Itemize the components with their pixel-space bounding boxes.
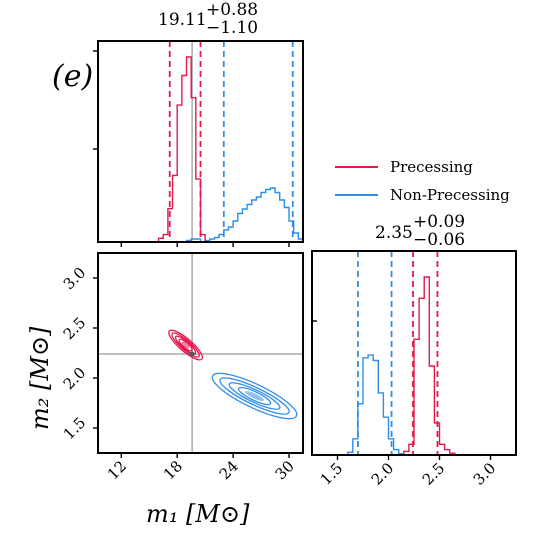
contour-level-precessing-0	[168, 329, 204, 361]
contour-level-non-precessing-1	[219, 377, 290, 415]
contour-precessing	[168, 329, 204, 361]
joint-xtick-label-2: 24	[216, 457, 242, 483]
m2-title: 2.35 +0.09 −0.06	[375, 212, 465, 250]
m2-title-plus: +0.09	[413, 212, 465, 232]
contour-level-non-precessing-0	[211, 372, 298, 420]
x-axis-label: m₁ [M⊙]	[146, 500, 250, 528]
contour-level-non-precessing-3	[237, 386, 272, 406]
m2-xtick-label-3: 3.0	[470, 459, 500, 489]
m1-hist-precessing	[157, 56, 210, 243]
legend-label-precessing: Precessing	[390, 158, 473, 176]
y-axis-label-text: m₂ [M⊙]	[26, 326, 54, 430]
joint-panel-frame	[97, 252, 304, 454]
m2-title-value: 2.35	[375, 223, 413, 243]
joint-contour-panel: 12 18 24 30 1.5 2.0 2.5 3.0	[60, 252, 304, 483]
m1-hist-non-precessing	[185, 187, 304, 243]
m2-xtick-label-0: 1.5	[317, 459, 347, 489]
y-axis-label: m₂ [M⊙]	[26, 326, 54, 430]
m2-xtick-label-1: 2.0	[368, 459, 398, 489]
joint-ytick-label-2: 2.5	[60, 314, 90, 344]
contour-level-precessing-2	[174, 335, 197, 355]
m2-xtick-label-2: 2.5	[419, 459, 449, 489]
m2-hist-non-precessing	[347, 354, 405, 455]
joint-xtick-label-3: 30	[272, 457, 298, 483]
m2-histogram-panel: 1.5 2.0 2.5 3.0	[311, 250, 517, 489]
m1-panel-frame	[97, 40, 304, 243]
legend-label-non-precessing: Non-Precessing	[390, 186, 510, 204]
m2-hist-precessing	[403, 276, 456, 455]
legend: Precessing Non-Precessing	[335, 158, 510, 204]
m1-histogram-panel	[93, 40, 304, 247]
m2-title-minus: −0.06	[413, 230, 465, 250]
x-axis-label-text: m₁ [M⊙]	[146, 500, 250, 528]
contour-non-precessing	[211, 372, 298, 420]
contour-core-non-precessing	[245, 391, 264, 401]
panel-label: (e)	[52, 59, 93, 94]
contour-level-precessing-3	[178, 338, 193, 352]
joint-xtick-label-0: 12	[104, 457, 130, 483]
joint-xtick-label-1: 18	[160, 457, 186, 483]
m1-title-plus: +0.88	[206, 0, 258, 20]
m2-panel-frame	[311, 250, 517, 456]
joint-ytick-label-1: 2.0	[60, 364, 90, 394]
contour-core-precessing	[181, 341, 190, 349]
joint-ytick-label-3: 3.0	[60, 264, 90, 294]
m1-title-minus: −1.10	[206, 18, 258, 38]
m1-title-value: 19.11	[158, 10, 207, 30]
contour-level-precessing-1	[171, 332, 200, 358]
contour-level-non-precessing-2	[228, 382, 281, 410]
joint-truth-point	[189, 351, 195, 357]
joint-ytick-label-0: 1.5	[60, 414, 90, 444]
m1-title: 19.11 +0.88 −1.10	[158, 0, 258, 38]
